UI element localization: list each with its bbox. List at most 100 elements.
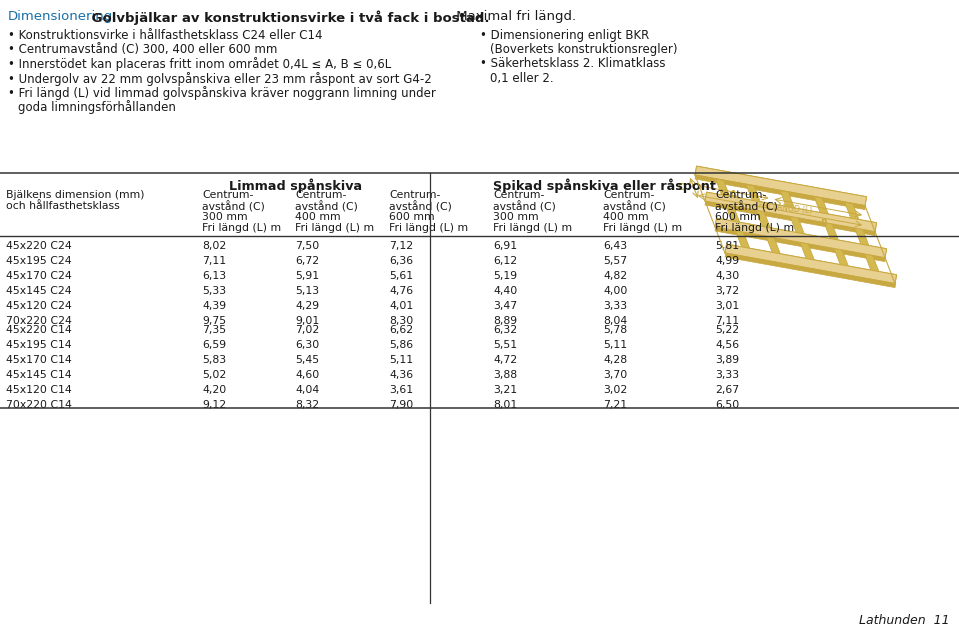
Text: 5,51: 5,51 bbox=[493, 340, 517, 350]
Polygon shape bbox=[845, 199, 881, 280]
Text: 400 mm: 400 mm bbox=[295, 212, 340, 222]
Text: 7,21: 7,21 bbox=[603, 400, 627, 410]
Text: 3,33: 3,33 bbox=[603, 301, 627, 311]
Text: avstånd (C): avstånd (C) bbox=[493, 201, 556, 212]
Text: 45x220 C14: 45x220 C14 bbox=[6, 325, 72, 335]
Text: 0,1 eller 2.: 0,1 eller 2. bbox=[490, 71, 553, 85]
Text: Spikad spånskiva eller råspont: Spikad spånskiva eller råspont bbox=[493, 178, 715, 192]
Text: 4,60: 4,60 bbox=[295, 370, 319, 380]
Text: 70x220 C24: 70x220 C24 bbox=[6, 316, 72, 326]
Text: Maximal fri längd.: Maximal fri längd. bbox=[452, 10, 576, 23]
Text: 7,11: 7,11 bbox=[202, 256, 226, 266]
Text: goda limningsförhållanden: goda limningsförhållanden bbox=[18, 100, 175, 114]
Text: 45x170 C14: 45x170 C14 bbox=[6, 355, 72, 365]
Text: 5,19: 5,19 bbox=[493, 271, 517, 281]
Text: 6,62: 6,62 bbox=[389, 325, 413, 335]
Text: 6,50: 6,50 bbox=[715, 400, 739, 410]
Polygon shape bbox=[725, 244, 897, 284]
Text: 45x145 C24: 45x145 C24 bbox=[6, 286, 72, 296]
Text: 45x170 C24: 45x170 C24 bbox=[6, 271, 72, 281]
Text: 4,72: 4,72 bbox=[493, 355, 517, 365]
Text: 3,02: 3,02 bbox=[603, 385, 627, 395]
Polygon shape bbox=[715, 218, 886, 258]
Text: 5,83: 5,83 bbox=[202, 355, 226, 365]
Text: Fri längd (L) m: Fri längd (L) m bbox=[389, 223, 468, 233]
Polygon shape bbox=[715, 218, 886, 258]
Text: 300 mm: 300 mm bbox=[493, 212, 539, 222]
Text: Fri längd (L) m: Fri längd (L) m bbox=[493, 223, 573, 233]
Text: 7,02: 7,02 bbox=[295, 325, 319, 335]
Text: 4,99: 4,99 bbox=[715, 256, 739, 266]
Text: 7,90: 7,90 bbox=[389, 400, 413, 410]
Text: 8,04: 8,04 bbox=[603, 316, 627, 326]
Text: avstånd (C): avstånd (C) bbox=[603, 201, 666, 212]
Text: Lathunden  11: Lathunden 11 bbox=[859, 614, 950, 627]
Polygon shape bbox=[715, 176, 752, 257]
Polygon shape bbox=[814, 194, 851, 275]
Polygon shape bbox=[780, 188, 816, 268]
Text: 7,11: 7,11 bbox=[715, 316, 739, 326]
Polygon shape bbox=[695, 166, 867, 206]
Text: 5,78: 5,78 bbox=[603, 325, 627, 335]
Text: 5,13: 5,13 bbox=[295, 286, 319, 296]
Text: 6,12: 6,12 bbox=[493, 256, 517, 266]
Polygon shape bbox=[705, 192, 877, 231]
Text: 400 mm: 400 mm bbox=[603, 212, 648, 222]
Text: 5,11: 5,11 bbox=[389, 355, 413, 365]
Text: C: C bbox=[678, 183, 685, 192]
Text: 3,88: 3,88 bbox=[493, 370, 517, 380]
Text: Fri längd (L) m: Fri längd (L) m bbox=[295, 223, 374, 233]
Text: Centrum-: Centrum- bbox=[295, 190, 346, 200]
Text: 3,01: 3,01 bbox=[715, 301, 739, 311]
Text: 4,36: 4,36 bbox=[389, 370, 413, 380]
Polygon shape bbox=[705, 201, 876, 235]
Text: 4,20: 4,20 bbox=[202, 385, 226, 395]
Text: 4,39: 4,39 bbox=[202, 301, 226, 311]
Polygon shape bbox=[725, 253, 896, 287]
Polygon shape bbox=[705, 192, 877, 231]
Text: 6,59: 6,59 bbox=[202, 340, 226, 350]
Text: 3,70: 3,70 bbox=[603, 370, 627, 380]
Text: 8,02: 8,02 bbox=[202, 241, 226, 251]
Text: Fri längd (L) m: Fri längd (L) m bbox=[202, 223, 281, 233]
Polygon shape bbox=[715, 227, 886, 262]
Text: A: A bbox=[730, 190, 737, 199]
Text: Centrum-: Centrum- bbox=[603, 190, 654, 200]
Text: 6,32: 6,32 bbox=[493, 325, 517, 335]
Text: 5,91: 5,91 bbox=[295, 271, 319, 281]
Text: 4,04: 4,04 bbox=[295, 385, 319, 395]
Text: 7,35: 7,35 bbox=[202, 325, 226, 335]
Text: 4,82: 4,82 bbox=[603, 271, 627, 281]
Text: • Innerstödet kan placeras fritt inom området 0,4L ≤ A, B ≤ 0,6L: • Innerstödet kan placeras fritt inom om… bbox=[8, 57, 391, 71]
Text: 6,91: 6,91 bbox=[493, 241, 517, 251]
Text: avstånd (C): avstånd (C) bbox=[715, 201, 778, 212]
Text: 5,57: 5,57 bbox=[603, 256, 627, 266]
Text: 3,21: 3,21 bbox=[493, 385, 517, 395]
Text: 600 mm: 600 mm bbox=[715, 212, 760, 222]
Text: 6,72: 6,72 bbox=[295, 256, 319, 266]
Text: 45x195 C24: 45x195 C24 bbox=[6, 256, 72, 266]
Text: 5,33: 5,33 bbox=[202, 286, 226, 296]
Text: Limmad spånskiva: Limmad spånskiva bbox=[229, 178, 363, 192]
Text: avstånd (C): avstånd (C) bbox=[389, 201, 452, 212]
Text: 9,01: 9,01 bbox=[295, 316, 319, 326]
Polygon shape bbox=[695, 166, 867, 206]
Text: Centrum-: Centrum- bbox=[389, 190, 440, 200]
Text: 8,89: 8,89 bbox=[493, 316, 517, 326]
Text: avstånd (C): avstånd (C) bbox=[295, 201, 358, 212]
Text: 45x120 C14: 45x120 C14 bbox=[6, 385, 72, 395]
Text: 600 mm: 600 mm bbox=[389, 212, 434, 222]
Text: 7,12: 7,12 bbox=[389, 241, 413, 251]
Text: 9,12: 9,12 bbox=[202, 400, 226, 410]
Text: 4,00: 4,00 bbox=[603, 286, 627, 296]
Text: • Konstruktionsvirke i hållfasthetsklass C24 eller C14: • Konstruktionsvirke i hållfasthetsklass… bbox=[8, 29, 322, 42]
Text: 8,32: 8,32 bbox=[295, 400, 319, 410]
Text: Fri längd (L) m: Fri längd (L) m bbox=[603, 223, 682, 233]
Text: 5,61: 5,61 bbox=[389, 271, 413, 281]
Text: 5,11: 5,11 bbox=[603, 340, 627, 350]
Text: Centrum-: Centrum- bbox=[202, 190, 253, 200]
Text: 45x120 C24: 45x120 C24 bbox=[6, 301, 72, 311]
Text: 9,75: 9,75 bbox=[202, 316, 226, 326]
Text: 4,28: 4,28 bbox=[603, 355, 627, 365]
Text: avstånd (C): avstånd (C) bbox=[202, 201, 265, 212]
